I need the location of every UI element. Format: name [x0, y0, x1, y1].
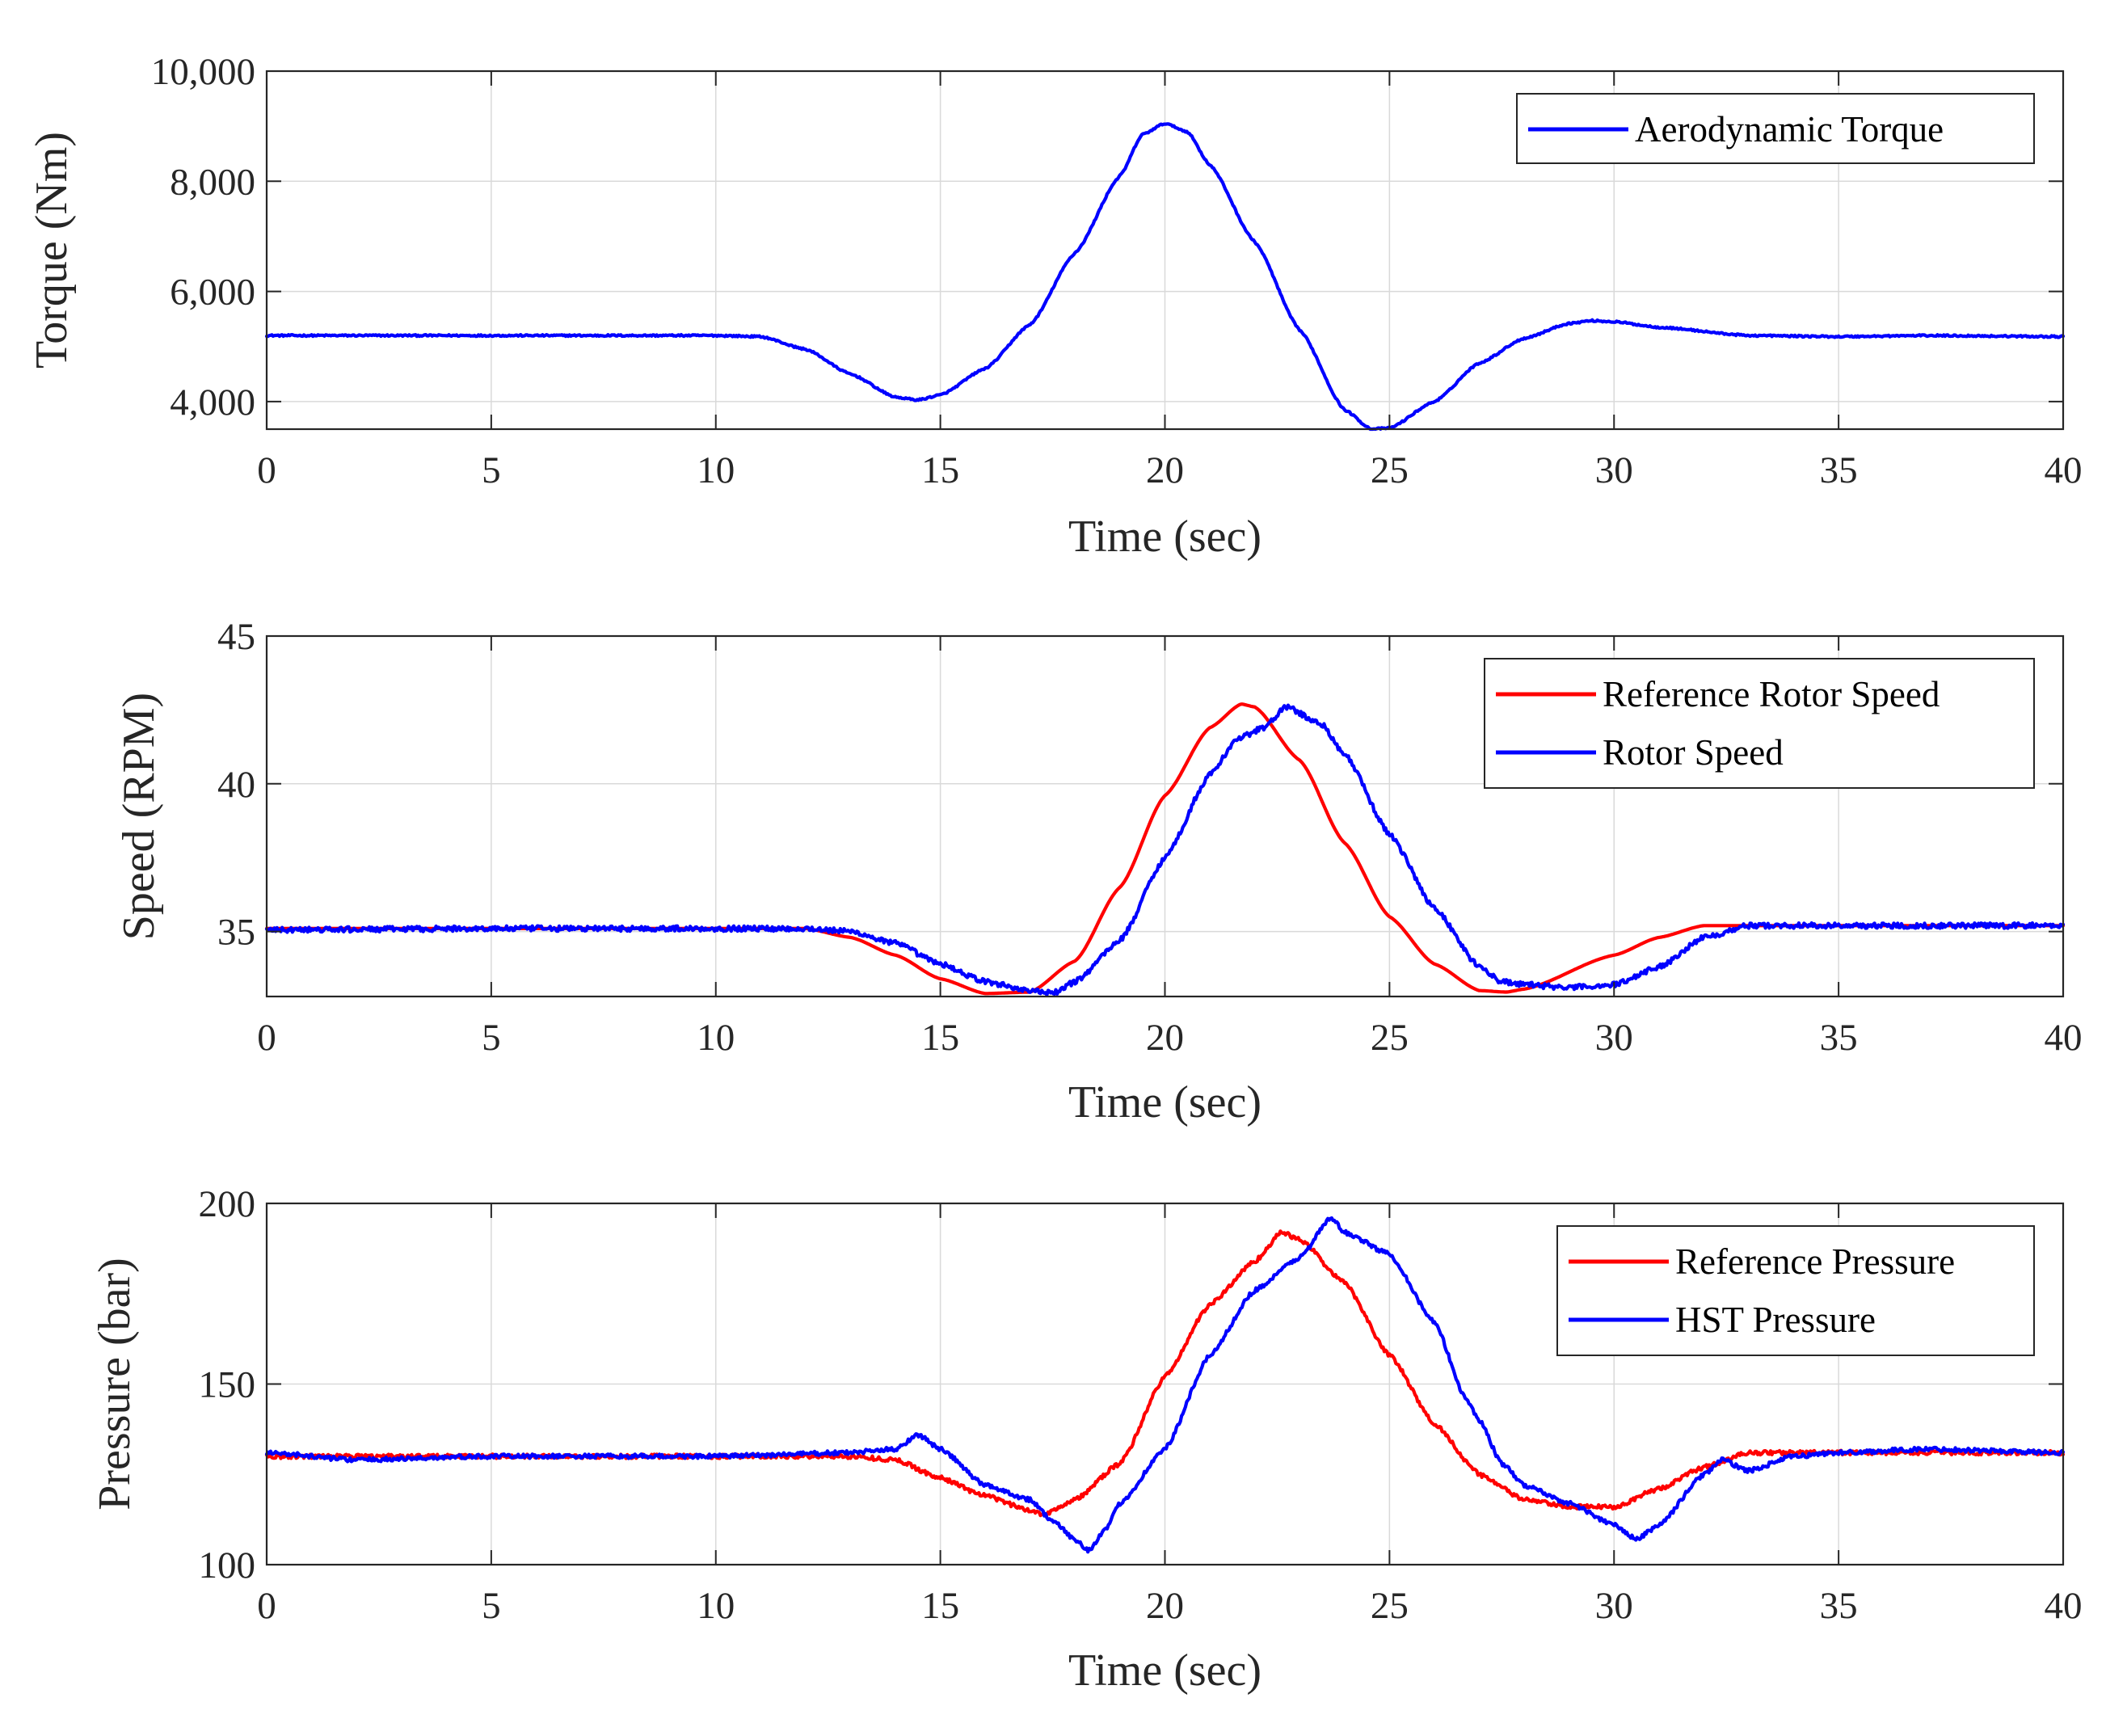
x-tick-label: 30 [1595, 449, 1633, 491]
y-tick-label: 45 [217, 616, 255, 658]
legend-entry: Aerodynamic Torque [1635, 109, 1944, 150]
x-tick-label: 15 [921, 1585, 959, 1627]
legend-entry: Rotor Speed [1603, 732, 1784, 773]
x-tick-label: 10 [697, 1585, 735, 1627]
x-tick-label: 5 [482, 1585, 501, 1627]
x-tick-label: 35 [1820, 449, 1858, 491]
x-tick-label: 15 [921, 1017, 959, 1059]
x-tick-label: 40 [2045, 1585, 2083, 1627]
y-tick-label: 100 [199, 1544, 256, 1586]
x-tick-label: 10 [697, 449, 735, 491]
legend-box [1556, 1225, 2035, 1356]
x-axis-label: Time (sec) [1068, 1645, 1261, 1696]
legend-entry: Reference Pressure [1675, 1241, 1955, 1282]
legend-box [1484, 658, 2035, 789]
x-tick-label: 25 [1371, 1017, 1409, 1059]
x-tick-label: 25 [1371, 1585, 1409, 1627]
x-tick-label: 5 [482, 1017, 501, 1059]
x-tick-label: 0 [257, 449, 276, 491]
series-line-aerodynamic-torque [264, 122, 2066, 432]
x-tick-label: 40 [2045, 1017, 2083, 1059]
chart-panel-3: 0 5 10 15 20 25 30 35 40 100 150 200 Time (sec) Press… [90, 1183, 2083, 1696]
x-tick-label: 0 [257, 1585, 276, 1627]
legend-entry: HST Pressure [1675, 1300, 1876, 1340]
y-axis-label: Speed (RPM) [114, 693, 164, 940]
x-tick-label: 20 [1146, 1017, 1184, 1059]
x-tick-label: 25 [1371, 449, 1409, 491]
y-tick-label: 40 [217, 764, 255, 806]
x-tick-label: 35 [1820, 1585, 1858, 1627]
x-tick-label: 20 [1146, 449, 1184, 491]
chart-panel-1: 0 5 10 15 20 25 30 35 40 4,000 6,000 8,000 10,000 Tim… [27, 51, 2083, 562]
y-tick-label: 4,000 [170, 381, 255, 423]
x-tick-label: 5 [482, 449, 501, 491]
series-line-hst-pressure [264, 1216, 2066, 1554]
legend: Reference Rotor Speed Rotor Speed [1484, 658, 2035, 789]
y-tick-label: 35 [217, 912, 255, 954]
y-tick-label: 200 [199, 1183, 256, 1225]
y-axis-label: Torque (Nm) [27, 132, 77, 369]
y-tick-label: 8,000 [170, 161, 255, 203]
legend: Reference Pressure HST Pressure [1556, 1225, 2035, 1356]
legend: Aerodynamic Torque [1516, 93, 2035, 164]
x-tick-label: 30 [1595, 1585, 1633, 1627]
y-tick-label: 10,000 [151, 51, 255, 93]
x-tick-label: 20 [1146, 1585, 1184, 1627]
x-axis-label: Time (sec) [1068, 512, 1261, 562]
x-axis-label: Time (sec) [1068, 1077, 1261, 1127]
x-tick-label: 0 [257, 1017, 276, 1059]
y-axis-label: Pressure (bar) [90, 1258, 140, 1511]
y-tick-label: 6,000 [170, 272, 255, 314]
series-line-reference-pressure [264, 1229, 2066, 1518]
series-line-rotor-speed [264, 703, 2066, 997]
x-tick-label: 35 [1820, 1017, 1858, 1059]
x-tick-label: 40 [2045, 449, 2083, 491]
x-tick-label: 10 [697, 1017, 735, 1059]
y-tick-label: 150 [199, 1364, 256, 1406]
legend-entry: Reference Rotor Speed [1603, 674, 1940, 714]
x-tick-label: 30 [1595, 1017, 1633, 1059]
x-tick-label: 15 [921, 449, 959, 491]
chart-panel-2: 0 5 10 15 20 25 30 35 40 35 40 45 Time (sec) Speed (R… [114, 616, 2083, 1127]
